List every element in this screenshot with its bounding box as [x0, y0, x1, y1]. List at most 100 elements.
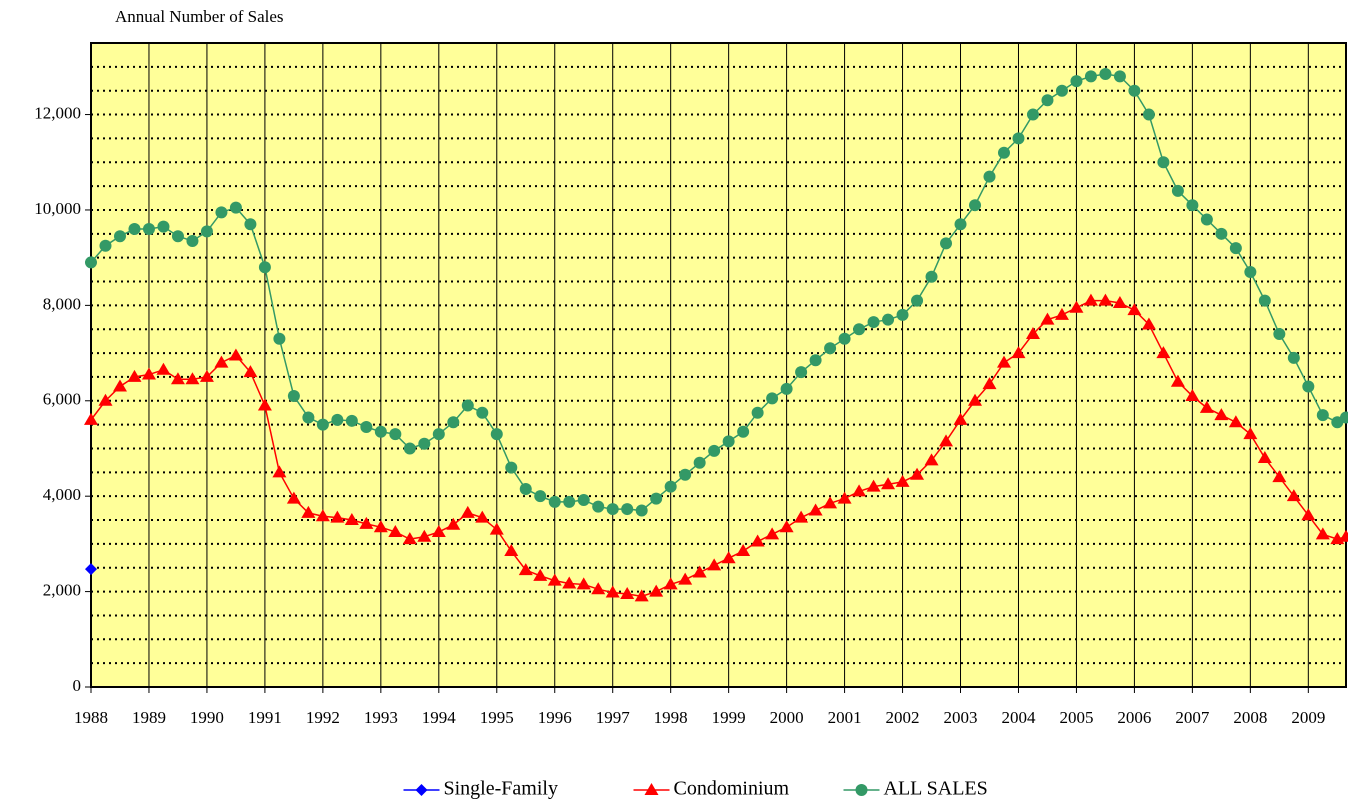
- point: [244, 218, 257, 231]
- point: [286, 491, 301, 504]
- point: [576, 577, 591, 590]
- point: [1170, 374, 1185, 387]
- y-tick-label: 12,000: [34, 103, 81, 122]
- legend-label: ALL SALES: [884, 778, 988, 800]
- point: [331, 413, 344, 426]
- point: [534, 490, 547, 503]
- point: [185, 372, 200, 385]
- point: [1141, 317, 1156, 330]
- y-tick-label: 4,000: [43, 485, 81, 504]
- point: [518, 563, 533, 576]
- series: [84, 293, 1348, 602]
- x-tick-label: 2007: [1175, 708, 1210, 727]
- point: [229, 201, 242, 214]
- point: [1054, 307, 1069, 320]
- point: [243, 365, 258, 378]
- point: [547, 573, 562, 586]
- x-tick-label: 2002: [886, 708, 920, 727]
- point: [823, 496, 838, 509]
- point: [1112, 295, 1127, 308]
- point: [156, 362, 171, 375]
- point: [634, 589, 649, 602]
- x-tick-label: 2003: [944, 708, 978, 727]
- point: [1316, 409, 1329, 422]
- point: [996, 355, 1011, 368]
- point: [1287, 351, 1300, 364]
- x-tick-label: 1996: [538, 708, 572, 727]
- point: [519, 483, 532, 496]
- series-line: [90, 299, 1347, 598]
- point: [98, 393, 113, 406]
- point: [882, 313, 895, 326]
- point: [1301, 508, 1316, 521]
- point: [621, 503, 634, 516]
- x-tick-label: 2009: [1291, 708, 1325, 727]
- point: [896, 308, 909, 321]
- point: [679, 468, 692, 481]
- point: [84, 412, 98, 425]
- point: [504, 544, 519, 557]
- point: [911, 294, 924, 307]
- point: [490, 428, 503, 441]
- x-tick-label: 1992: [306, 708, 340, 727]
- point: [476, 406, 489, 419]
- point: [765, 527, 780, 540]
- point: [620, 586, 635, 599]
- point: [968, 393, 983, 406]
- point: [171, 230, 184, 243]
- point: [577, 494, 590, 507]
- x-tick-label: 1998: [654, 708, 688, 727]
- point: [1171, 184, 1184, 197]
- point: [751, 406, 764, 419]
- point: [1200, 213, 1213, 226]
- point: [663, 577, 678, 590]
- point: [215, 206, 228, 219]
- point: [649, 584, 664, 597]
- legend-label: Condominium: [674, 778, 790, 800]
- point: [1286, 489, 1301, 502]
- point: [417, 529, 432, 542]
- point: [852, 484, 867, 497]
- point: [1070, 75, 1083, 88]
- point: [1128, 84, 1141, 97]
- point: [693, 456, 706, 469]
- x-tick-label: 1990: [190, 708, 224, 727]
- point: [853, 323, 866, 336]
- point: [258, 261, 271, 274]
- point: [388, 524, 403, 537]
- point: [1215, 227, 1228, 240]
- x-tick-label: 1989: [132, 708, 166, 727]
- point: [1199, 400, 1214, 413]
- point: [548, 495, 561, 508]
- point: [1012, 132, 1025, 145]
- point: [1069, 300, 1084, 313]
- point: [142, 223, 155, 236]
- point: [1083, 293, 1098, 306]
- legend-marker: [644, 783, 659, 795]
- point: [910, 467, 925, 480]
- point: [1011, 346, 1026, 359]
- point: [721, 551, 736, 564]
- point: [315, 509, 330, 522]
- point: [1142, 108, 1155, 121]
- point: [112, 379, 127, 392]
- point: [1025, 326, 1040, 339]
- series: [85, 68, 1348, 517]
- point: [1243, 427, 1258, 440]
- point: [1229, 242, 1242, 255]
- point: [1084, 70, 1097, 83]
- point: [1272, 470, 1287, 483]
- point: [344, 513, 359, 526]
- point: [779, 520, 794, 533]
- point: [1055, 84, 1068, 97]
- point: [186, 234, 199, 247]
- point: [925, 270, 938, 283]
- point: [707, 558, 722, 571]
- point: [808, 503, 823, 516]
- x-tick-label: 1994: [422, 708, 457, 727]
- point: [954, 218, 967, 231]
- x-tick-label: 1995: [480, 708, 514, 727]
- point: [85, 563, 97, 576]
- point: [708, 444, 721, 457]
- point: [316, 418, 329, 431]
